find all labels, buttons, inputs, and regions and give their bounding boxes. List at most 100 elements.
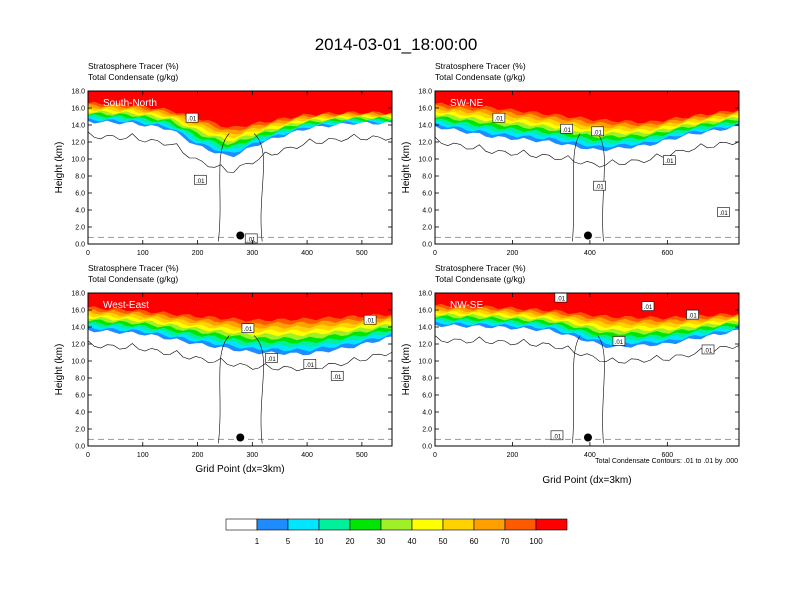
x-tick-label: 400 (584, 250, 596, 257)
svg-text:.01: .01 (595, 185, 604, 191)
x-tick-label: 200 (507, 452, 519, 459)
contour-label: .01 (265, 353, 278, 363)
y-tick-label: 18.0 (418, 89, 432, 96)
plot-frame (434, 90, 740, 245)
site-marker (583, 433, 592, 442)
chart-panel: .01 .01 .01 .01 .01 West-East Stratosphere Tra… (54, 263, 393, 475)
y-tick-label: 6.0 (75, 393, 85, 400)
y-tick-label: 18.0 (418, 291, 432, 298)
x-tick-label: 0 (433, 250, 437, 257)
y-tick-label: 16.0 (418, 106, 432, 113)
y-tick-label: 6.0 (75, 191, 85, 198)
panel-header: Stratosphere Tracer (%) (88, 61, 179, 71)
panel-label: West-East (103, 300, 149, 311)
y-tick-label: 8.0 (422, 376, 432, 383)
svg-text:.01: .01 (615, 340, 624, 346)
y-tick-label: 10.0 (71, 359, 85, 366)
y-tick-label: 0.0 (75, 444, 85, 451)
y-tick-label: 12.0 (418, 140, 432, 147)
y-tick-label: 4.0 (422, 410, 432, 417)
contour-label: .01 (612, 336, 626, 346)
condensate-contour (572, 335, 605, 444)
panel-header: Total Condensate (g/kg) (88, 274, 178, 284)
condensate-contour (88, 340, 392, 372)
contour-label: .01 (241, 323, 255, 333)
y-tick-label: 4.0 (75, 410, 85, 417)
y-tick-label: 0.0 (422, 242, 432, 249)
contour-label: .01 (492, 112, 506, 123)
y-tick-label: 0.0 (422, 444, 432, 451)
svg-text:.01: .01 (553, 434, 562, 440)
colorbar-label: 10 (315, 537, 324, 546)
condensate-contour (572, 133, 605, 242)
tracer-field (88, 293, 392, 444)
x-tick-label: 400 (584, 452, 596, 459)
colorbar: 1 5 10 20 30 40 50 60 70 100 (225, 518, 568, 546)
colorbar-label: 1 (255, 537, 260, 546)
y-tick-label: 10.0 (418, 359, 432, 366)
contour-label: .01 (717, 207, 730, 217)
colorbar-label: 40 (408, 537, 417, 546)
colorbar-label: 100 (529, 537, 543, 546)
x-tick-label: 300 (246, 452, 258, 459)
y-tick-label: 6.0 (422, 191, 432, 198)
x-axis-label: Grid Point (dx=3km) (195, 464, 284, 475)
site-marker (583, 231, 592, 240)
contour-label: .01 (363, 314, 377, 325)
y-tick-label: 2.0 (422, 427, 432, 434)
y-tick-label: 2.0 (422, 225, 432, 232)
y-tick-label: 14.0 (71, 325, 85, 332)
x-tick-label: 0 (86, 250, 90, 257)
tracer-field (88, 91, 392, 242)
contour-label: .01 (560, 123, 573, 134)
colorbar-swatch (287, 518, 320, 531)
y-tick-label: 10.0 (71, 157, 85, 164)
y-tick-label: 4.0 (422, 208, 432, 215)
x-tick-label: 600 (662, 250, 674, 257)
tracer-band (88, 293, 392, 322)
colorbar-swatch (349, 518, 382, 531)
x-axis-label: Grid Point (dx=3km) (542, 475, 631, 486)
y-tick-label: 16.0 (418, 308, 432, 315)
y-tick-label: 14.0 (71, 123, 85, 130)
tracer-band (435, 293, 739, 320)
svg-text:.01: .01 (704, 348, 713, 354)
contour-label: .01 (554, 292, 568, 303)
contour-label: .01 (244, 233, 258, 243)
plot-frame (87, 90, 393, 245)
y-tick-label: 8.0 (422, 174, 432, 181)
y-axis-label: Height (km) (401, 344, 412, 396)
y-tick-label: 10.0 (418, 157, 432, 164)
contour-label: .01 (193, 174, 207, 185)
panel-header: Stratosphere Tracer (%) (435, 61, 526, 71)
panel-header: Total Condensate (g/kg) (435, 72, 525, 82)
colorbar-label: 60 (470, 537, 479, 546)
svg-text:.01: .01 (562, 128, 571, 134)
colorbar-swatch (318, 518, 351, 531)
colorbar-swatch (256, 518, 289, 531)
x-tick-label: 0 (433, 452, 437, 459)
figure-title: 2014-03-01_18:00:00 (315, 35, 478, 54)
tracer-field (435, 91, 739, 242)
x-tick-label: 400 (301, 250, 313, 257)
panel-label: SW-NE (450, 98, 483, 109)
svg-text:.01: .01 (247, 237, 256, 243)
panels: .01 .01 .01 South-North Stratosphere Tracer … (54, 61, 740, 486)
svg-text:.01: .01 (244, 327, 253, 333)
y-tick-label: 16.0 (71, 106, 85, 113)
y-tick-label: 6.0 (422, 393, 432, 400)
colorbar-label: 30 (377, 537, 386, 546)
panel-header: Total Condensate (g/kg) (435, 274, 525, 284)
contour-label: .01 (550, 430, 564, 440)
y-tick-label: 16.0 (71, 308, 85, 315)
y-tick-label: 14.0 (418, 123, 432, 130)
contour-label: .01 (686, 309, 699, 320)
y-tick-label: 18.0 (71, 89, 85, 96)
condensate-contour (435, 136, 739, 168)
x-tick-label: 500 (356, 250, 368, 257)
y-tick-label: 12.0 (71, 140, 85, 147)
x-tick-label: 200 (192, 250, 204, 257)
x-tick-label: 200 (192, 452, 204, 459)
y-tick-label: 12.0 (418, 342, 432, 349)
